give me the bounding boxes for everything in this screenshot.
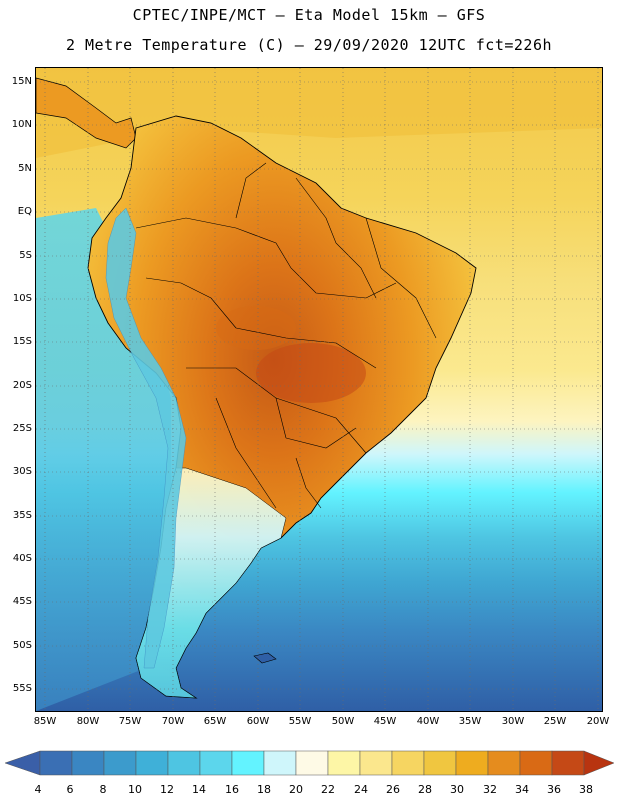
colorbar-label: 18 [257, 783, 271, 796]
lat-label: 55S [12, 683, 32, 694]
lat-label: 35S [12, 510, 32, 521]
colorbar-label: 38 [579, 783, 593, 796]
colorbar-label: 30 [450, 783, 464, 796]
colorbar-label: 20 [289, 783, 303, 796]
colorbar-box [231, 750, 265, 776]
temperature-map [36, 68, 602, 711]
colorbar-label: 16 [225, 783, 239, 796]
lat-label: 30S [12, 466, 32, 477]
colorbar-box [103, 750, 137, 776]
colorbar-box [199, 750, 233, 776]
falkland-islands [253, 652, 277, 664]
colorbar-low-arrow [4, 750, 41, 776]
lat-label: 15N [11, 76, 32, 87]
map-frame [35, 67, 603, 712]
lon-label: 25W [543, 716, 567, 727]
lat-label: EQ [17, 206, 32, 217]
colorbar-label: 24 [354, 783, 368, 796]
colorbar-box [455, 750, 489, 776]
lat-label: 10S [12, 293, 32, 304]
colorbar-label: 10 [128, 783, 142, 796]
colorbar-label: 26 [386, 783, 400, 796]
map-subtitle: 2 Metre Temperature (C) — 29/09/2020 12U… [65, 36, 553, 54]
colorbar-box [391, 750, 425, 776]
colorbar-label: 14 [192, 783, 206, 796]
colorbar-box [71, 750, 105, 776]
colorbar-box [135, 750, 169, 776]
colorbar-label: 28 [418, 783, 432, 796]
colorbar-label: 22 [321, 783, 335, 796]
colorbar-box [167, 750, 201, 776]
map-title: CPTEC/INPE/MCT — Eta Model 15km — GFS [132, 6, 486, 24]
lon-label: 35W [458, 716, 482, 727]
colorbar-box [359, 750, 393, 776]
colorbar-box [423, 750, 457, 776]
lon-label: 50W [331, 716, 355, 727]
colorbar-label: 34 [515, 783, 529, 796]
colorbar-box [487, 750, 521, 776]
lat-label: 5S [19, 250, 32, 261]
lat-label: 20S [12, 380, 32, 391]
colorbar-box [263, 750, 297, 776]
lat-label: 10N [11, 119, 32, 130]
lon-label: 40W [416, 716, 440, 727]
lon-label: 85W [33, 716, 57, 727]
lon-label: 60W [246, 716, 270, 727]
colorbar-box [519, 750, 553, 776]
lat-label: 45S [12, 596, 32, 607]
lat-label: 50S [12, 640, 32, 651]
colorbar-label: 8 [99, 783, 107, 796]
colorbar-label: 6 [66, 783, 74, 796]
lon-label: 45W [373, 716, 397, 727]
heat-core-secondary [216, 306, 296, 350]
colorbar-label: 4 [34, 783, 42, 796]
colorbar-label: 36 [547, 783, 561, 796]
colorbar-box [327, 750, 361, 776]
lon-label: 20W [586, 716, 610, 727]
lat-label: 25S [12, 423, 32, 434]
colorbar-box [551, 750, 585, 776]
colorbar-label: 12 [160, 783, 174, 796]
lat-label: 15S [12, 336, 32, 347]
lon-label: 75W [118, 716, 142, 727]
colorbar-high-arrow [583, 750, 615, 776]
lon-label: 55W [288, 716, 312, 727]
colorbar-boxes [39, 750, 585, 776]
lon-label: 65W [203, 716, 227, 727]
colorbar [4, 750, 615, 776]
caribbean-warm-area [36, 68, 602, 158]
lat-label: 40S [12, 553, 32, 564]
lat-label: 5N [18, 163, 32, 174]
andes-cold-ridge [105, 207, 187, 669]
lon-label: 30W [501, 716, 525, 727]
colorbar-box [39, 750, 73, 776]
lon-label: 70W [161, 716, 185, 727]
country-borders [135, 162, 437, 509]
heat-core [256, 343, 366, 403]
lon-label: 80W [76, 716, 100, 727]
colorbar-label: 32 [483, 783, 497, 796]
colorbar-box [295, 750, 329, 776]
